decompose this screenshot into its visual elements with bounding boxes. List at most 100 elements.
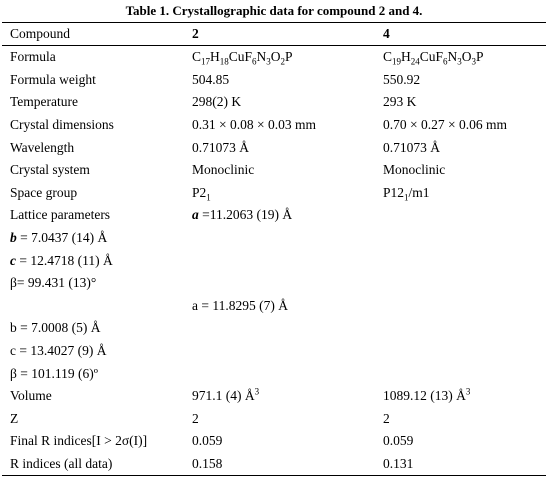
text-segment: =11.2063 (19) Å (198, 207, 293, 223)
sub-segment: 24 (410, 56, 420, 67)
sub-segment: 3 (266, 56, 271, 67)
sub-segment: 17 (201, 56, 211, 67)
empty-cell (375, 362, 546, 385)
empty-cell (184, 317, 375, 340)
sub-segment: 6 (443, 56, 448, 67)
text-segment: O (461, 49, 472, 65)
text-segment: = 7.0437 (14) Å (16, 230, 108, 246)
sup-segment: 3 (254, 386, 260, 397)
table-cell: 0.31 × 0.08 × 0.03 mm (192, 117, 316, 133)
table-cell: Z (10, 410, 19, 426)
table-cell: β= 99.431 (13)° (10, 275, 97, 291)
em-segment: b (10, 230, 17, 246)
table-row: Lattice parameters a =11.2063 (19) Å (2, 204, 546, 227)
text-segment: = 12.4718 (11) Å (16, 252, 113, 268)
table-row: Crystal dimensions 0.31 × 0.08 × 0.03 mm 0… (2, 114, 546, 137)
empty-cell (184, 249, 375, 272)
table-cell: 1089.12 (13) Å3 (375, 385, 546, 408)
table-row: R indices (all data) 0.158 0.131 (2, 453, 546, 476)
table-cell: P21 (184, 182, 375, 205)
table-cell: Wavelength (10, 139, 75, 155)
sub-segment: 1 (404, 192, 409, 203)
text-segment: CuF (419, 49, 444, 65)
text-segment: H (401, 49, 411, 65)
sub-segment: 3 (457, 56, 462, 67)
text-segment: O (270, 49, 281, 65)
text-segment: N (256, 49, 267, 65)
table-row: Formula weight 504.85 550.92 (2, 69, 546, 92)
empty-cell (375, 317, 546, 340)
text-segment: P2 (192, 184, 207, 200)
table-row: β = 101.119 (6)º (2, 362, 546, 385)
text-segment: N (447, 49, 458, 65)
table-cell: 504.85 (192, 71, 230, 87)
header-cell: 4 (375, 22, 546, 46)
table-title: Table 1. Crystallographic data for compo… (125, 3, 423, 18)
table-cell: c = 13.4027 (9) Å (10, 343, 107, 359)
table-cell: b = 7.0008 (5) Å (10, 320, 101, 336)
table-cell: Formula weight (10, 71, 96, 87)
table-cell: a = 11.8295 (7) Å (192, 297, 288, 313)
table-row: Volume 971.1 (4) Å3 1089.12 (13) Å3 (2, 385, 546, 408)
text-segment: /m1 (408, 184, 430, 200)
table-cell: Crystal dimensions (10, 117, 114, 133)
table-cell: 550.92 (383, 71, 421, 87)
table-cell: Formula (10, 49, 56, 65)
data-table: Compound 2 4 Formula C17H18CuF6N3O2P C19H2… (2, 22, 546, 477)
header-row: Compound 2 4 (2, 22, 546, 46)
table-cell: b = 7.0437 (14) Å (2, 227, 184, 250)
table-row: c = 12.4718 (11) Å (2, 249, 546, 272)
em-segment: c (10, 252, 16, 268)
header-cell: Compound (2, 22, 184, 46)
table-cell: Temperature (10, 94, 79, 110)
table-cell: Monoclinic (383, 162, 446, 178)
table-cell: Volume (10, 388, 52, 404)
empty-cell (2, 295, 184, 318)
text-segment: P12 (383, 184, 405, 200)
empty-cell (375, 227, 546, 250)
table-row: Formula C17H18CuF6N3O2P C19H24CuF6N3O3P (2, 46, 546, 69)
empty-cell (375, 249, 546, 272)
table-cell: 0.71073 Å (383, 139, 440, 155)
header-cell: 2 (184, 22, 375, 46)
table-body: Formula C17H18CuF6N3O2P C19H24CuF6N3O3P For… (2, 46, 546, 476)
text-segment: CuF (228, 49, 253, 65)
empty-cell (184, 362, 375, 385)
empty-cell (375, 340, 546, 363)
text-segment: H (210, 49, 220, 65)
table-cell: Space group (10, 184, 78, 200)
sub-segment: 2 (280, 56, 286, 67)
table-row: b = 7.0437 (14) Å (2, 227, 546, 250)
table-cell: 2 (192, 410, 199, 426)
table-cell: 0.059 (192, 433, 223, 449)
table-row: Temperature 298(2) K 293 K (2, 91, 546, 114)
table-cell: Monoclinic (192, 162, 255, 178)
table-cell: β = 101.119 (6)º (10, 365, 98, 381)
table-cell: 2 (383, 410, 390, 426)
table-cell: c = 12.4718 (11) Å (2, 249, 184, 272)
text-segment: P (285, 49, 293, 65)
empty-cell (375, 204, 546, 227)
table-row: β= 99.431 (13)° (2, 272, 546, 295)
table-cell: 0.71073 Å (192, 139, 249, 155)
sup-segment: 3 (465, 386, 471, 397)
table-row: b = 7.0008 (5) Å (2, 317, 546, 340)
table-row: Wavelength 0.71073 Å 0.71073 Å (2, 136, 546, 159)
sub-segment: 6 (252, 56, 257, 67)
table-row: Space group P21 P121/m1 (2, 182, 546, 205)
em-segment: a (192, 207, 199, 223)
table-cell: R indices (all data) (10, 455, 113, 471)
table-row: a = 11.8295 (7) Å (2, 295, 546, 318)
empty-cell (184, 227, 375, 250)
table-cell: C19H24CuF6N3O3P (375, 46, 546, 69)
empty-cell (184, 340, 375, 363)
text-segment: C (192, 49, 202, 65)
table-cell: Final R indices[I > 2σ(I)] (10, 433, 148, 449)
table-row: Final R indices[I > 2σ(I)] 0.059 0.059 (2, 430, 546, 453)
sub-segment: 19 (392, 56, 402, 67)
table-cell: 293 K (383, 94, 417, 110)
sub-segment: 1 (206, 192, 211, 203)
table-cell: 298(2) K (192, 94, 242, 110)
sub-segment: 3 (471, 56, 477, 67)
